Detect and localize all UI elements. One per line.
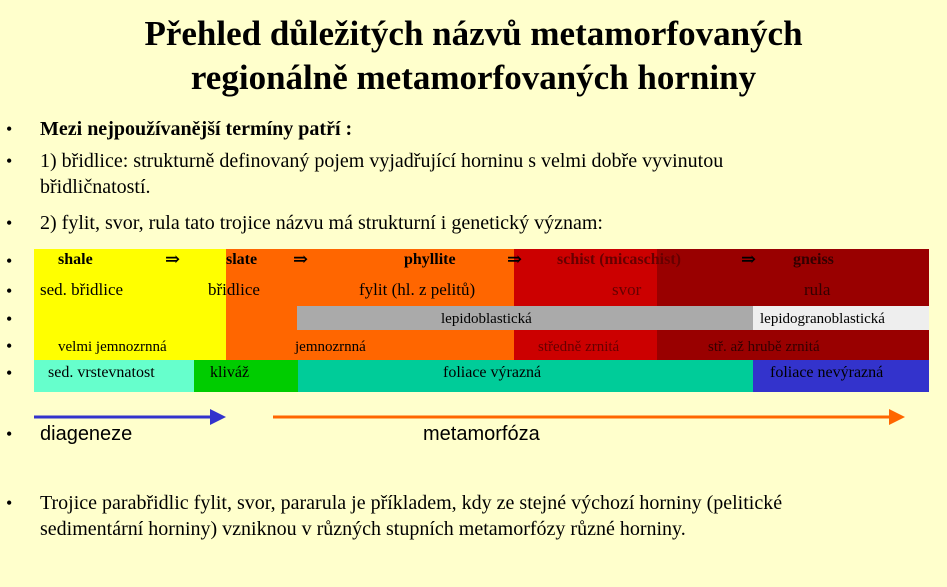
label-rula: rula bbox=[804, 280, 831, 299]
green-block bbox=[194, 360, 298, 392]
title-line-2: regionálně metamorfovaných horniny bbox=[190, 58, 757, 97]
label-diageneze: diageneze bbox=[40, 423, 133, 445]
label-shale: shale bbox=[58, 251, 93, 268]
aqua-block bbox=[34, 360, 194, 392]
teal-block bbox=[298, 360, 753, 392]
process-arrows bbox=[34, 409, 905, 425]
label-metamorfoza: metamorfóza bbox=[423, 423, 540, 445]
bullet-dot: • bbox=[6, 309, 13, 329]
bullet-dot: • bbox=[6, 281, 13, 301]
label-klivaz: kliváž bbox=[210, 364, 250, 381]
blue-block bbox=[753, 360, 929, 392]
label-slate: slate bbox=[226, 251, 258, 268]
bullet-1-text: Mezi nejpoužívanější termíny patří : bbox=[40, 118, 353, 140]
bullet-dot: • bbox=[6, 213, 13, 233]
label-jemnozrnna: jemnozrnná bbox=[295, 339, 366, 355]
label-bridlice: břidlice bbox=[208, 280, 260, 299]
lepidoblastic-band bbox=[297, 306, 753, 330]
bullet-dot: • bbox=[6, 493, 13, 513]
arrow-3: ⇒ bbox=[507, 249, 523, 269]
label-svor: svor bbox=[612, 280, 642, 299]
bullet-dot: • bbox=[6, 363, 13, 383]
arrow-4: ⇒ bbox=[741, 249, 757, 269]
label-sed-vrstevnatost: sed. vrstevnatost bbox=[48, 364, 155, 381]
label-gneiss: gneiss bbox=[793, 251, 834, 268]
label-sed-bridlice: sed. břidlice bbox=[40, 280, 124, 299]
label-velmi-jemnozrnna: velmi jemnozrnná bbox=[58, 339, 167, 355]
bullet-5-line-2: sedimentární horniny) vzniknou v různých… bbox=[40, 518, 686, 540]
label-phyllite: phyllite bbox=[404, 251, 456, 268]
bullet-2-line-1: 1) břidlice: strukturně definovaný pojem… bbox=[40, 150, 724, 172]
label-fylit: fylit (hl. z pelitů) bbox=[359, 280, 476, 299]
lepidogranoblastic-band bbox=[753, 306, 929, 330]
bullet-dot: • bbox=[6, 151, 13, 171]
label-lepidoblasticka: lepidoblastická bbox=[441, 311, 532, 327]
label-schist: schist (micaschist) bbox=[557, 251, 681, 268]
bullet-2-line-2: břidličnatostí. bbox=[40, 176, 151, 198]
arrow-2: ⇒ bbox=[293, 249, 309, 269]
title-line-1: Přehled důležitých názvů metamorfovaných bbox=[144, 14, 803, 53]
metamorphosis-arrow-icon bbox=[273, 409, 905, 425]
label-stredne-zrnita: středně zrnitá bbox=[538, 339, 620, 355]
bullet-dot: • bbox=[6, 119, 13, 139]
label-foliace-vyrazna: foliace výrazná bbox=[443, 364, 542, 381]
bullet-3-text: 2) fylit, svor, rula tato trojice názvu … bbox=[40, 212, 603, 234]
label-str-az-hrube-zrnita: stř. až hrubě zrnitá bbox=[708, 339, 820, 355]
diagenesis-arrow-icon bbox=[34, 409, 226, 425]
orange-block bbox=[226, 249, 514, 360]
bullet-dot: • bbox=[6, 251, 13, 271]
label-foliace-nevyrazna: foliace nevýrazná bbox=[770, 364, 884, 381]
bullet-dot: • bbox=[6, 424, 13, 444]
bullet-dot: • bbox=[6, 336, 13, 356]
arrow-1: ⇒ bbox=[165, 249, 181, 269]
label-lepidogranoblasticka: lepidogranoblastická bbox=[760, 311, 885, 327]
darkred-block bbox=[657, 249, 929, 360]
page-title: Přehled důležitých názvů metamorfovaných… bbox=[0, 12, 947, 100]
yellow-block bbox=[34, 249, 226, 360]
bullet-5-line-1: Trojice parabřidlic fylit, svor, pararul… bbox=[40, 492, 783, 514]
red-top bbox=[514, 249, 657, 276]
